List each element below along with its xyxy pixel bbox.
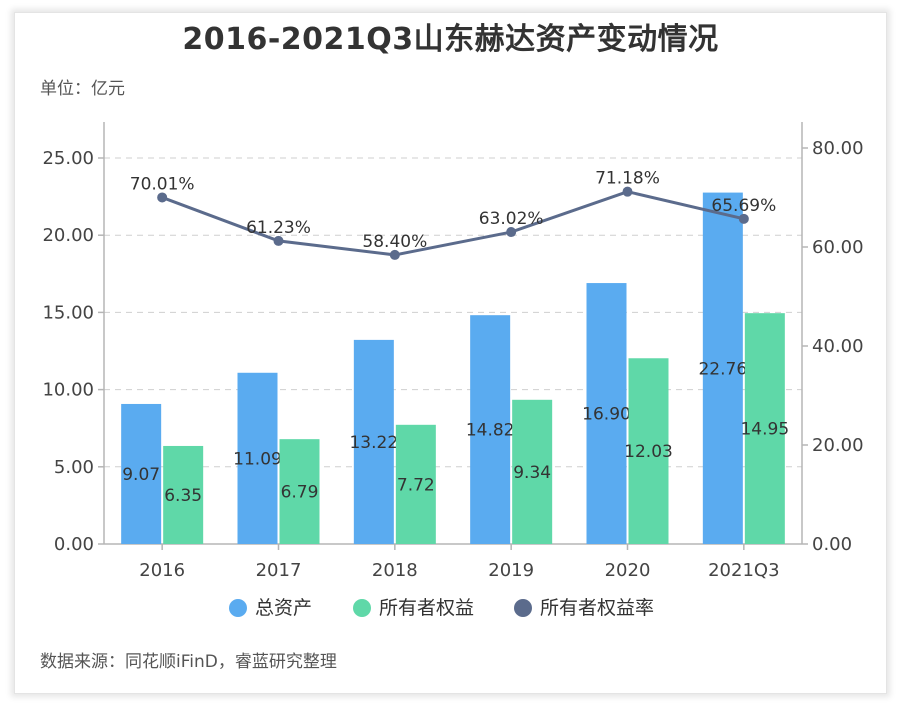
- bar-data-label: 13.22: [349, 433, 398, 453]
- bar-equity: [512, 399, 553, 544]
- legend-label: 所有者权益: [379, 597, 474, 619]
- bar-data-label: 7.72: [397, 475, 435, 495]
- line-data-label: 71.18%: [595, 169, 660, 189]
- legend-swatch: [514, 599, 532, 617]
- y-left-tick-label: 20.00: [42, 225, 94, 246]
- legend-swatch: [353, 599, 371, 617]
- equity-ratio-point: [738, 213, 749, 224]
- bar-equity: [395, 424, 436, 544]
- x-tick-label: 2018: [372, 560, 418, 581]
- bar-total-assets: [470, 315, 511, 544]
- legend-label: 总资产: [255, 597, 312, 619]
- y-right-tick-label: 80.00: [812, 138, 864, 159]
- y-left-tick-label: 5.00: [54, 457, 94, 478]
- x-tick-label: 2019: [488, 560, 534, 581]
- bar-data-label: 9.34: [513, 463, 551, 483]
- equity-ratio-point: [157, 192, 168, 203]
- source-note: 数据来源：同花顺iFinD，睿蓝研究整理: [40, 652, 337, 672]
- bar-data-label: 9.07: [122, 465, 160, 485]
- y-right-tick-label: 60.00: [812, 237, 864, 258]
- bar-data-label: 12.03: [624, 442, 673, 462]
- line-data-label: 63.02%: [479, 209, 544, 229]
- bar-data-label: 22.76: [698, 359, 747, 379]
- equity-ratio-point: [622, 186, 633, 197]
- y-right-tick-label: 20.00: [812, 435, 864, 456]
- line-data-label: 61.23%: [246, 218, 311, 238]
- bar-total-assets: [353, 339, 394, 544]
- bar-equity: [744, 313, 785, 544]
- bar-data-label: 6.35: [164, 486, 202, 506]
- line-data-label: 65.69%: [711, 196, 776, 216]
- bar-data-label: 6.79: [281, 483, 319, 503]
- y-left-tick-label: 0.00: [54, 534, 94, 555]
- equity-ratio-point: [273, 235, 284, 246]
- bar-data-label: 14.82: [466, 421, 515, 441]
- y-left-tick-label: 15.00: [42, 302, 94, 323]
- bar-data-label: 11.09: [233, 449, 282, 469]
- bar-total-assets: [237, 372, 278, 544]
- bar-equity: [279, 439, 320, 544]
- legend-swatch: [229, 599, 247, 617]
- unit-label: 单位：亿元: [40, 79, 125, 99]
- bar-total-assets: [702, 192, 743, 544]
- line-data-label: 70.01%: [130, 174, 195, 194]
- y-right-tick-label: 0.00: [812, 534, 852, 555]
- chart-title: 2016-2021Q3山东赫达资产变动情况: [182, 22, 719, 57]
- y-left-tick-label: 10.00: [42, 380, 94, 401]
- equity-ratio-point: [389, 249, 400, 260]
- x-tick-label: 2017: [256, 560, 302, 581]
- bar-total-assets: [121, 403, 162, 544]
- x-tick-label: 2021Q3: [708, 560, 779, 581]
- legend-label: 所有者权益率: [540, 597, 654, 619]
- bar-total-assets: [586, 283, 627, 544]
- y-right-tick-label: 40.00: [812, 336, 864, 357]
- bar-equity: [163, 445, 204, 544]
- equity-ratio-line: [161, 190, 745, 257]
- x-tick-label: 2016: [139, 560, 185, 581]
- x-tick-label: 2020: [605, 560, 651, 581]
- bar-equity: [628, 358, 669, 544]
- line-data-label: 58.40%: [362, 232, 427, 252]
- bar-data-label: 14.95: [740, 420, 789, 440]
- bar-data-label: 16.90: [582, 405, 631, 425]
- y-left-tick-label: 25.00: [42, 148, 94, 169]
- equity-ratio-point: [506, 227, 517, 238]
